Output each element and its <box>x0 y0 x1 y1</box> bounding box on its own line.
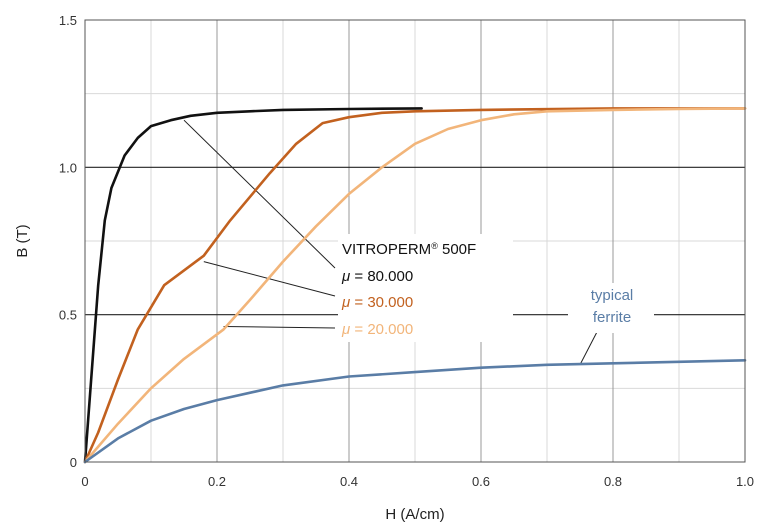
mu-20000-value: = 20.000 <box>350 321 413 338</box>
leader-lines <box>183 119 599 365</box>
mu-30000-value: = 30.000 <box>350 294 413 311</box>
y-axis-title: B (T) <box>14 224 31 257</box>
x-axis-title: H (A/cm) <box>385 506 444 523</box>
mu-80000-label: μ = 80.000 <box>341 268 413 285</box>
x-tick-label: 0.4 <box>340 474 358 489</box>
material-label: VITROPERM® 500F <box>342 241 476 258</box>
x-tick-label: 0.8 <box>604 474 622 489</box>
series-line-1 <box>83 107 423 464</box>
y-tick-labels: 0 0.5 1.0 1.5 <box>59 13 77 470</box>
x-tick-label: 0 <box>81 474 88 489</box>
leader-ferrite <box>579 329 599 365</box>
mu-20000-label: μ = 20.000 <box>341 321 413 338</box>
series-line-4 <box>83 359 747 464</box>
plot-frame <box>84 19 746 463</box>
material-name: VITROPERM <box>342 241 431 258</box>
x-tick-label: 1.0 <box>736 474 754 489</box>
x-tick-label: 0.6 <box>472 474 490 489</box>
series-lines <box>83 107 747 464</box>
x-tick-label: 0.2 <box>208 474 226 489</box>
series-line-2 <box>83 107 747 464</box>
x-tick-labels: 0 0.2 0.4 0.6 0.8 1.0 <box>81 474 754 489</box>
mu-symbol: μ <box>341 294 350 311</box>
y-tick-label: 0.5 <box>59 308 77 323</box>
y-tick-label: 0 <box>70 455 77 470</box>
mu-symbol: μ <box>341 268 350 285</box>
leader-mu-20000 <box>223 325 336 329</box>
mu-symbol: μ <box>341 321 350 338</box>
mu-80000-value: = 80.000 <box>350 268 413 285</box>
leader-mu-80000 <box>183 119 336 269</box>
series-line-3 <box>83 107 747 464</box>
annotation-background <box>338 234 513 342</box>
y-tick-label: 1.5 <box>59 13 77 28</box>
registered-mark: ® <box>431 241 438 251</box>
ferrite-label-line2: ferrite <box>593 309 631 326</box>
material-grade: 500F <box>438 241 476 258</box>
y-tick-label: 1.0 <box>59 160 77 175</box>
ferrite-label-line1: typical <box>591 287 634 304</box>
ferrite-label-background <box>568 283 654 333</box>
mu-30000-label: μ = 30.000 <box>341 294 413 311</box>
